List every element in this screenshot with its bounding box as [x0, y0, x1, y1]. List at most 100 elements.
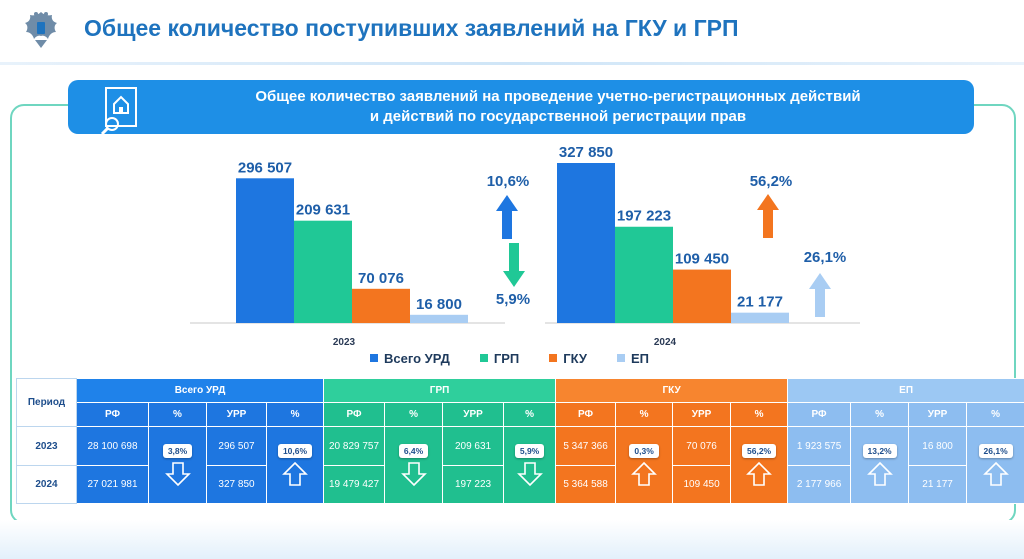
- annotation-label: 5,9%: [496, 291, 530, 308]
- subheader-grp: УРР: [442, 402, 505, 428]
- rf-pct-gku: 0,3%: [615, 426, 674, 504]
- urr-value-grp: 209 631: [442, 426, 505, 466]
- eagle-emblem-icon: [25, 12, 57, 48]
- rf-pct-grp: 6,4%: [384, 426, 444, 504]
- legend-item: ГРП: [479, 350, 520, 366]
- data-label: 296 507: [238, 159, 292, 176]
- page-header: Общее количество поступивших заявлений н…: [0, 0, 1024, 58]
- pct-badge: 56,2%: [742, 443, 777, 458]
- arrow-up-icon: [809, 273, 831, 317]
- pct-badge: 10,6%: [277, 443, 313, 458]
- subheader-grp: %: [384, 402, 444, 428]
- rf-value-grp: 19 479 427: [323, 464, 386, 505]
- subheader-urd: %: [148, 402, 207, 428]
- group-header-grp: ГРП: [323, 377, 557, 404]
- subheader-gku: РФ: [555, 402, 617, 428]
- bar-chart: 296 507 209 631 70 076 16 800 2023 327 850 197…: [190, 144, 860, 348]
- legend-label: ГКУ: [563, 350, 587, 366]
- bar-2024-1: [615, 226, 673, 323]
- year-cell: 2023: [16, 426, 77, 466]
- arrow-up-icon: [757, 194, 779, 238]
- subheader-gku: %: [730, 402, 789, 428]
- document-search-icon: [100, 87, 137, 136]
- legend-label: ЕП: [630, 350, 649, 366]
- arrow-up-icon: [982, 461, 1009, 486]
- rf-value-gku: 5 364 588: [555, 464, 617, 505]
- bar-2024-2: [673, 269, 731, 323]
- subheader-gku: %: [615, 402, 674, 428]
- subheader-urd: РФ: [76, 402, 149, 428]
- data-label: 197 223: [617, 208, 671, 225]
- category-label: 2023: [333, 337, 356, 348]
- group-header-urd: Всего УРД: [75, 377, 325, 404]
- subheader-ep: %: [966, 402, 1024, 428]
- urr-value-gku: 70 076: [672, 426, 732, 466]
- urr-pct-grp: 5,9%: [503, 426, 557, 504]
- table-subheader-row: РФ% УРР% РФ% УРР% РФ% УРР% РФ% УРР%: [17, 402, 1024, 428]
- annotation-label: 56,2%: [750, 173, 793, 190]
- subheader-gku: УРР: [672, 402, 732, 428]
- urr-value-grp: 197 223: [442, 464, 505, 505]
- arrow-up-icon: [631, 461, 657, 486]
- legend-label: ГРП: [493, 350, 520, 366]
- data-label: 16 800: [416, 296, 462, 313]
- header-divider: [0, 62, 1024, 65]
- table-row: 2024 27 021 981 327 850 19 479 427 197 223 5 …: [16, 464, 1024, 505]
- arrow-down-icon: [400, 461, 427, 486]
- legend-item: Всего УРД: [370, 351, 450, 366]
- data-label: 327 850: [559, 144, 613, 161]
- arrow-down-icon: [164, 461, 191, 486]
- arrow-down-icon: [503, 243, 525, 287]
- pct-badge: 3,8%: [162, 443, 193, 458]
- urr-pct-ep: 26,1%: [966, 426, 1024, 504]
- rf-value-urd: 27 021 981: [76, 464, 149, 505]
- urr-value-urd: 296 507: [206, 426, 267, 466]
- pct-badge: 5,9%: [514, 443, 545, 458]
- rf-value-grp: 20 829 757: [323, 426, 386, 466]
- bar-2023-2: [352, 288, 410, 323]
- data-label: 109 450: [675, 251, 729, 268]
- annotation-label: 10,6%: [487, 173, 530, 190]
- data-label: 21 177: [737, 294, 783, 311]
- subheader-grp: %: [503, 402, 557, 428]
- pct-badge: 26,1%: [978, 443, 1013, 458]
- annotation-label: 26,1%: [804, 249, 847, 266]
- bar-2024-3: [731, 312, 789, 323]
- urr-value-ep: 21 177: [908, 464, 968, 505]
- statistics-table: Период Всего УРД ГРП ГКУ ЕП РФ% УРР% РФ% УРР% РФ%…: [16, 377, 1024, 505]
- subheader-grp: РФ: [323, 402, 386, 428]
- legend-item: ЕП: [616, 350, 649, 366]
- rf-value-ep: 2 177 966: [787, 464, 852, 505]
- urr-pct-urd: 10,6%: [265, 426, 325, 504]
- arrow-up-icon: [282, 461, 308, 486]
- legend-swatch: [479, 354, 488, 362]
- urr-value-urd: 327 850: [206, 464, 267, 505]
- footer-decoration: [0, 520, 1024, 559]
- data-label: 209 631: [296, 202, 350, 219]
- subheader-ep: УРР: [908, 402, 968, 428]
- subheader-urd: %: [265, 402, 325, 428]
- rf-pct-urd: 3,8%: [148, 426, 207, 504]
- data-label: 70 076: [358, 270, 404, 287]
- legend-label: Всего УРД: [384, 350, 450, 366]
- rf-value-gku: 5 347 366: [555, 426, 617, 466]
- bar-2024-0: [557, 163, 615, 323]
- chart-banner: Общее количество заявлений на проведение…: [68, 80, 974, 136]
- legend-swatch: [370, 354, 378, 362]
- chart-legend: Всего УРД ГРП ГКУ ЕП: [370, 348, 649, 368]
- table-header-row: Период Всего УРД ГРП ГКУ ЕП: [16, 377, 1024, 428]
- bar-2023-0: [236, 178, 294, 323]
- arrow-up-icon: [866, 461, 893, 486]
- subheader-ep: РФ: [787, 402, 852, 428]
- banner-title-line1: Общее количество заявлений на проведение…: [255, 88, 861, 105]
- bar-2023-3: [410, 314, 468, 323]
- subheader-urd: УРР: [206, 402, 267, 428]
- pct-badge: 0,3%: [629, 443, 659, 458]
- arrow-up-icon: [746, 461, 772, 486]
- legend-swatch: [549, 354, 558, 362]
- period-header: Период: [16, 377, 77, 428]
- rf-pct-ep: 13,2%: [850, 426, 910, 504]
- legend-swatch: [616, 354, 625, 362]
- pct-badge: 13,2%: [862, 443, 897, 458]
- subheader-ep: %: [850, 402, 910, 428]
